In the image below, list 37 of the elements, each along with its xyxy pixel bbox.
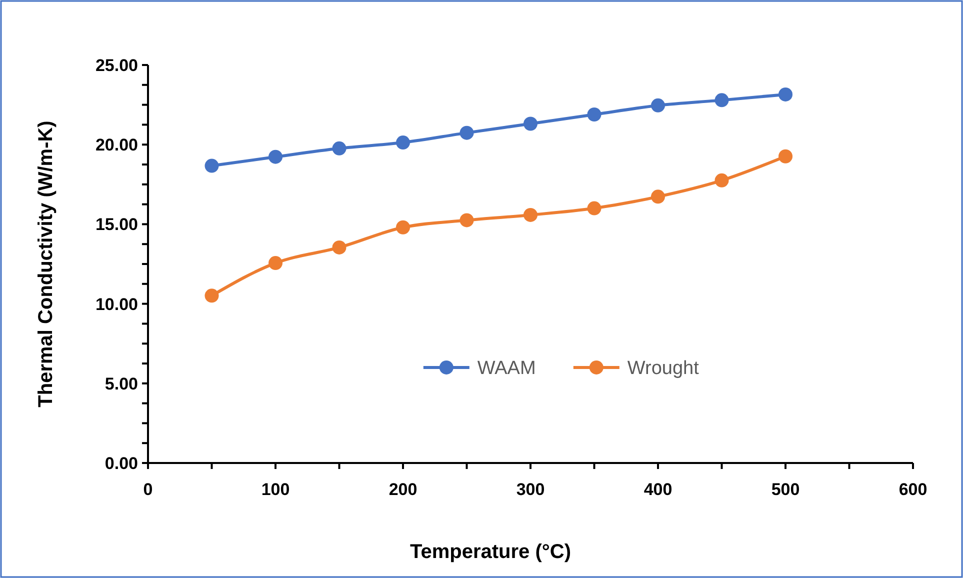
x-tick-label: 600 — [898, 480, 928, 499]
point — [778, 149, 792, 164]
point — [460, 126, 474, 140]
point — [332, 240, 346, 254]
y-tick-label: 20.00 — [95, 136, 138, 155]
y-tick-label: 15.00 — [95, 215, 138, 234]
point — [204, 288, 219, 303]
point — [204, 158, 219, 173]
legend-label: Wrought — [627, 358, 700, 380]
x-tick-label: 500 — [771, 480, 800, 499]
point — [651, 98, 665, 112]
y-tick-label: 10.00 — [95, 294, 138, 314]
point — [524, 208, 538, 222]
x-tick-label: 300 — [516, 480, 545, 499]
point — [778, 87, 792, 102]
y-tick-label: 5.00 — [104, 374, 138, 394]
x-tick-label: 400 — [644, 480, 672, 499]
x-tick-label: 100 — [261, 480, 290, 499]
point — [332, 141, 346, 156]
x-tick-label: 0 — [143, 480, 153, 499]
point — [396, 220, 410, 234]
x-axis-title: Temperature (°C) — [410, 541, 571, 563]
x-tick-label: 200 — [388, 480, 418, 499]
point — [268, 256, 282, 270]
point — [524, 116, 538, 131]
y-axis-title: Thermal Conductivity (W/m-K) — [35, 120, 57, 408]
point — [587, 201, 602, 216]
y-tick-label: 0.00 — [104, 454, 138, 473]
point — [587, 108, 602, 122]
legend-label: WAAM — [477, 358, 536, 380]
point — [460, 213, 474, 228]
point — [268, 150, 282, 164]
y-tick-label: 25.00 — [95, 56, 138, 75]
point — [714, 93, 729, 108]
point — [714, 173, 729, 188]
point — [651, 190, 665, 204]
point — [396, 136, 410, 150]
